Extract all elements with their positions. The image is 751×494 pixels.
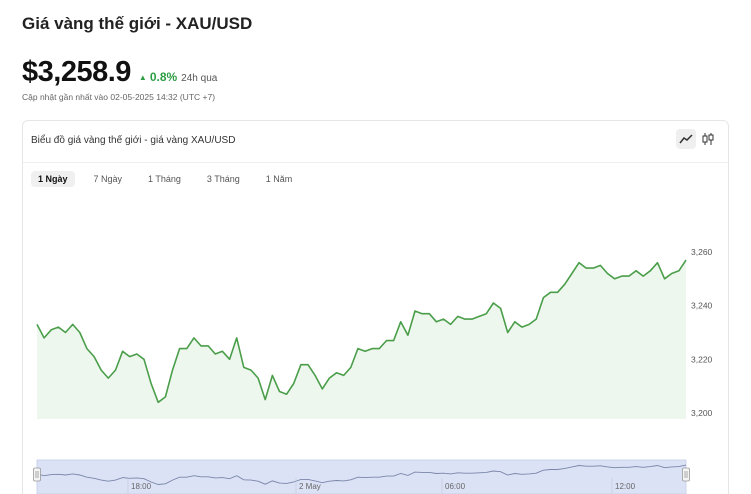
candlestick-button[interactable] [698, 129, 718, 149]
navigator-x-label: 18:00 [131, 482, 152, 491]
line-chart-icon [679, 134, 693, 144]
price-area [37, 260, 686, 419]
y-tick-label: 3,200 [691, 408, 713, 418]
navigator-x-label: 06:00 [445, 482, 466, 491]
card-divider [23, 162, 728, 163]
price-line [36, 259, 687, 404]
navigator-handle-left[interactable] [33, 467, 41, 482]
y-tick-label: 3,260 [691, 247, 713, 257]
range-tabs: 1 Ngày 7 Ngày 1 Tháng 3 Tháng 1 Năm [31, 171, 299, 187]
tab-3-months[interactable]: 3 Tháng [206, 174, 240, 184]
y-tick-label: 3,240 [691, 301, 713, 311]
navigator-x-label: 2 May [299, 482, 321, 491]
price-change-period: 24h qua [181, 73, 218, 84]
chart-type-toggle [676, 129, 718, 149]
tab-7-days[interactable]: 7 Ngày [93, 174, 123, 184]
price-row: $3,258.9 ▲ 0.8% 24h qua [22, 56, 217, 89]
tab-1-day[interactable]: 1 Ngày [31, 171, 75, 187]
last-updated: Cập nhật gần nhất vào 02-05-2025 14:32 (… [22, 92, 216, 102]
current-price: $3,258.9 [22, 56, 131, 88]
tab-1-year[interactable]: 1 Năm [265, 174, 293, 184]
navigator-x-label: 12:00 [615, 482, 636, 491]
y-tick-label: 3,220 [691, 354, 713, 364]
line-chart-button[interactable] [676, 129, 696, 149]
page-title: Giá vàng thế giới - XAU/USD [22, 14, 253, 33]
navigator-handle-right[interactable] [682, 467, 690, 482]
navigator-line [36, 464, 687, 485]
up-triangle-icon: ▲ [138, 73, 147, 82]
price-change: ▲ 0.8% 24h qua [139, 70, 217, 84]
chart-card-title: Biểu đồ giá vàng thế giới - giá vàng XAU… [31, 135, 236, 146]
tab-1-month[interactable]: 1 Tháng [148, 174, 181, 184]
price-change-value: 0.8% [149, 70, 178, 84]
candlestick-icon [702, 133, 714, 145]
